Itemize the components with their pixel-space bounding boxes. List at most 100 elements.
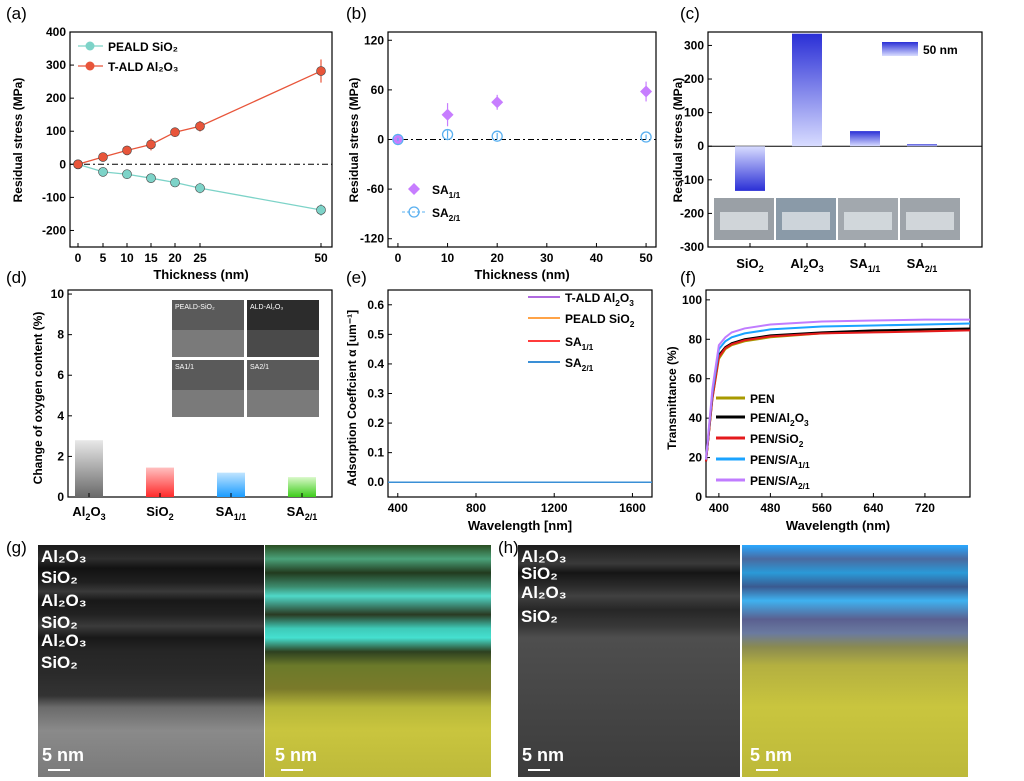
a-point-1 (98, 152, 108, 162)
e-xtick-label: 1600 (619, 501, 646, 515)
panel-letter-b: (b) (346, 4, 367, 23)
a-point-1 (195, 121, 205, 132)
panel-c: -300 -200 -100 0 100 200 300 SiO2 Al2O3 SA1/1 SA2/… (671, 31, 983, 274)
b-ytick-label: 120 (364, 33, 384, 47)
b-legend-marker-1 (408, 206, 420, 218)
e-legend-label-2: SA1/1 (565, 335, 594, 352)
tem-g-eds-scale-bar (281, 769, 303, 771)
panel-letter-f: (f) (680, 268, 697, 287)
f-legend-label-4: PEN/S/A2/1 (750, 474, 810, 491)
panel-e: 0.0 0.1 0.2 0.3 0.4 0.5 0.6 400 800 1200 1600 T-ALD… (345, 289, 653, 533)
a-xtick-label: 20 (168, 251, 182, 265)
a-ytick-label: -100 (42, 190, 66, 204)
b-point-diamond (491, 96, 504, 109)
tem-h-label-3: Al₂O₃ (521, 583, 567, 602)
tem-h-label-1: Al₂O₃ (521, 547, 567, 566)
panel-letter-e: (e) (346, 268, 367, 287)
c-xtick-label-0: SiO2 (736, 256, 763, 274)
a-point-0 (146, 173, 156, 183)
a-series-line-1 (77, 70, 322, 165)
c-bar-0 (735, 146, 765, 191)
e-ylabel: Adsorption Coeffcient α [um⁻¹] (345, 310, 359, 486)
d-bar-1 (146, 467, 174, 497)
c-bar-3 (907, 144, 937, 147)
c-ytick-label: 100 (684, 106, 704, 120)
d-bar-2 (217, 472, 245, 497)
f-ylabel: Transmittance (%) (665, 346, 679, 449)
f-ytick-label: 60 (689, 372, 703, 386)
c-ytick-label: 0 (697, 139, 704, 153)
d-ytick-label: 6 (57, 368, 64, 382)
f-xtick-label: 560 (812, 501, 832, 515)
tem-h-eds-scale-text: 5 nm (750, 745, 793, 765)
panel-letter-d: (d) (6, 268, 27, 287)
a-point-0 (98, 167, 108, 177)
d-inset-top-0 (172, 300, 244, 330)
d-xtick-label-1: SiO2 (146, 504, 173, 522)
e-ytick-label: 0.1 (367, 446, 384, 460)
f-series-line-2 (705, 329, 971, 462)
f-series-line-0 (705, 328, 971, 462)
f-ytick-label: 0 (695, 490, 702, 504)
f-ytick-label: 100 (682, 293, 702, 307)
f-xtick-label: 400 (709, 501, 729, 515)
b-xtick-label: 50 (639, 251, 653, 265)
panel-a: -200 -100 0 100 200 300 400 0 5 10 15 20 25 50 PEALD S… (11, 25, 333, 282)
f-xtick-label: 640 (863, 501, 883, 515)
c-ytick-label: -300 (680, 240, 704, 254)
d-inset-label-0: PEALD-SiO₂ (175, 304, 215, 311)
b-point-circle (491, 130, 503, 142)
d-ytick-label: 0 (57, 490, 64, 504)
d-inset-top-1 (247, 300, 319, 330)
f-ytick-label: 20 (689, 451, 703, 465)
tem-h-label-4: SiO₂ (521, 607, 558, 626)
b-xlabel: Thickness (nm) (474, 267, 569, 282)
f-series-line-4 (705, 318, 970, 460)
f-frame (705, 289, 971, 498)
a-xtick-label: 10 (120, 251, 134, 265)
tem-h-label-2: SiO₂ (521, 564, 558, 583)
d-ytick-label: 8 (57, 328, 64, 342)
e-legend-label-3: SA2/1 (565, 356, 594, 373)
a-ytick-label: 0 (59, 157, 66, 171)
c-ytick-label: 300 (684, 38, 704, 52)
e-legend-label-1: PEALD SiO2 (565, 312, 635, 329)
b-point-circle (392, 133, 404, 146)
a-point-0 (316, 205, 326, 215)
tem-g-scale-bar (48, 769, 70, 771)
e-xtick-label: 400 (388, 501, 408, 515)
f-legend-label-0: PEN (750, 392, 775, 406)
a-xtick-label: 50 (314, 251, 328, 265)
a-legend-label-1: T-ALD Al₂O₃ (108, 60, 178, 74)
b-xtick-label: 10 (441, 251, 455, 265)
c-legend-label: 50 nm (923, 43, 958, 57)
b-ylabel: Residual stress (MPa) (347, 78, 361, 203)
a-ytick-label: 400 (46, 25, 66, 39)
panel-f: 0 20 40 60 80 100 400 480 560 640 720 PEN PEN/Al2O3 P… (665, 289, 971, 533)
a-ytick-label: 200 (46, 91, 66, 105)
tem-g-scale-text: 5 nm (42, 745, 85, 765)
tem-h-eds-map: 5 nm (742, 545, 968, 777)
e-xtick-label: 800 (466, 501, 486, 515)
a-point-0 (195, 183, 205, 193)
e-ytick-label: 0.6 (367, 298, 384, 312)
tem-g-label-3: Al₂O₃ (41, 591, 87, 610)
d-inset-top-2 (172, 360, 244, 390)
b-legend-label-1: SA2/1 (432, 206, 461, 223)
b-point-diamond (640, 85, 653, 98)
d-xtick-label-2: SA1/1 (216, 504, 247, 522)
tem-h-scale-bar (528, 769, 550, 771)
f-ytick-label: 40 (689, 411, 703, 425)
c-bar-2 (850, 131, 880, 147)
d-bar-0 (75, 440, 103, 497)
c-xtick-label-1: Al2O3 (790, 256, 823, 274)
e-ytick-label: 0.3 (367, 387, 384, 401)
a-point-1 (316, 66, 326, 76)
a-xtick-label: 5 (100, 251, 107, 265)
a-xtick-label: 15 (144, 251, 158, 265)
c-legend-swatch (882, 42, 918, 56)
c-xtick-label-3: SA2/1 (907, 256, 938, 274)
tem-g-label-1: Al₂O₃ (41, 547, 87, 566)
b-xtick-label: 0 (395, 251, 402, 265)
